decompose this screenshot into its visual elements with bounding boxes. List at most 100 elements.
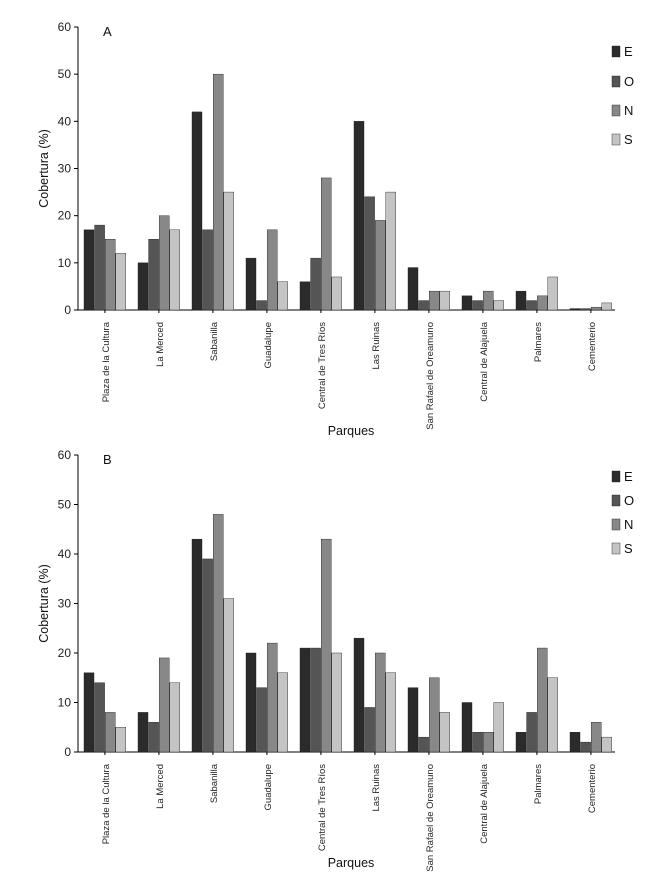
legend-label: E bbox=[624, 44, 633, 59]
bar-o bbox=[526, 300, 537, 311]
panel-label: A bbox=[103, 24, 112, 39]
bar-e bbox=[299, 281, 311, 311]
bar-s bbox=[601, 736, 612, 753]
bar-o bbox=[202, 229, 213, 311]
bar-s bbox=[169, 682, 181, 753]
y-tick-label: 0 bbox=[64, 745, 71, 759]
x-tick-label: Plaza de la Cultura bbox=[101, 321, 112, 402]
y-axis-label: Cobertura (%) bbox=[37, 564, 51, 643]
bar-e bbox=[461, 295, 473, 311]
x-tick-label: Central de Alajuela bbox=[479, 321, 490, 401]
bar-o bbox=[364, 196, 375, 311]
bar-s bbox=[331, 652, 342, 753]
bar-n bbox=[321, 177, 332, 311]
bar-e bbox=[83, 229, 95, 311]
x-tick-label: Sabanilla bbox=[209, 763, 220, 803]
bar-e bbox=[191, 111, 203, 311]
x-tick-label: La Merced bbox=[155, 322, 166, 367]
bar-s bbox=[385, 672, 396, 753]
y-tick-label: 10 bbox=[58, 256, 72, 270]
bar-e bbox=[83, 672, 95, 753]
x-tick-label: Cementerio bbox=[587, 764, 598, 813]
bar-o bbox=[256, 300, 267, 311]
bar-n bbox=[429, 290, 440, 311]
legend-swatch-s bbox=[611, 133, 621, 146]
bar-s bbox=[277, 281, 288, 311]
y-tick-label: 60 bbox=[58, 448, 72, 462]
bar-s bbox=[547, 677, 558, 753]
bar-e bbox=[137, 262, 149, 311]
bar-s bbox=[493, 702, 504, 753]
y-tick-label: 50 bbox=[58, 498, 72, 512]
bar-o bbox=[148, 722, 159, 753]
legend-label: O bbox=[624, 493, 634, 508]
legend-label: N bbox=[624, 103, 633, 118]
bar-n bbox=[537, 647, 548, 753]
chart-panel-B: 0 10 20 30 40 50 60 Cobertura (%) B Plaza de la C… bbox=[37, 448, 634, 872]
bar-n bbox=[104, 712, 116, 753]
x-tick-label: San Rafael de Oreamuno bbox=[425, 322, 436, 430]
bar-o bbox=[94, 682, 105, 753]
bar-s bbox=[493, 300, 504, 311]
x-axis-label: Parques bbox=[328, 856, 375, 870]
bar-n bbox=[375, 220, 386, 311]
x-tick-label: San Rafael de Oreamuno bbox=[425, 764, 436, 872]
legend-swatch-e bbox=[611, 45, 621, 58]
bar-n bbox=[267, 229, 278, 311]
legend-label: E bbox=[624, 469, 633, 484]
y-tick-label: 0 bbox=[64, 303, 71, 317]
bar-o bbox=[580, 308, 591, 311]
bar-o bbox=[580, 741, 591, 753]
x-tick-label: Cementerio bbox=[587, 322, 598, 371]
legend-swatch-n bbox=[611, 518, 621, 531]
bar-e bbox=[299, 647, 311, 753]
bar-e bbox=[137, 712, 149, 753]
legend-label: N bbox=[624, 517, 633, 532]
bar-n bbox=[104, 239, 116, 311]
x-tick-label: Guadalupe bbox=[263, 764, 274, 810]
bar-o bbox=[310, 257, 321, 311]
bar-n bbox=[591, 722, 602, 753]
legend-label: S bbox=[624, 541, 633, 556]
bar-n bbox=[267, 642, 278, 753]
x-tick-label: Las Ruinas bbox=[371, 322, 382, 370]
bar-e bbox=[569, 308, 581, 311]
chart-panel-A: 0 10 20 30 40 50 60 Cobertura (%) A Plaza de la C… bbox=[37, 20, 634, 438]
y-tick-label: 50 bbox=[58, 67, 72, 81]
bar-o bbox=[148, 239, 159, 311]
bar-e bbox=[245, 652, 257, 753]
y-tick-label: 40 bbox=[58, 547, 72, 561]
bar-e bbox=[515, 732, 527, 753]
bar-s bbox=[439, 290, 450, 311]
bar-e bbox=[407, 687, 419, 753]
bar-o bbox=[94, 224, 105, 311]
x-tick-label: La Merced bbox=[155, 764, 166, 809]
y-tick-label: 40 bbox=[58, 114, 72, 128]
legend-swatch-e bbox=[611, 470, 621, 483]
x-tick-label: Central de Tres Ríos bbox=[317, 322, 328, 409]
bar-n bbox=[212, 73, 224, 311]
legend-swatch-o bbox=[611, 494, 621, 507]
bar-n bbox=[483, 290, 494, 311]
bar-n bbox=[158, 215, 170, 311]
bar-e bbox=[461, 702, 473, 753]
y-tick-label: 30 bbox=[58, 162, 72, 176]
bar-e bbox=[407, 267, 419, 311]
bar-n bbox=[591, 306, 602, 311]
legend-label: O bbox=[624, 74, 634, 89]
bar-n bbox=[483, 732, 494, 753]
y-tick-label: 60 bbox=[58, 20, 72, 34]
bar-e bbox=[245, 257, 257, 311]
x-tick-label: Palmares bbox=[533, 764, 544, 804]
bar-n bbox=[321, 538, 332, 753]
x-tick-label: Sabanilla bbox=[209, 321, 220, 361]
bar-s bbox=[277, 672, 288, 753]
bar-s bbox=[601, 302, 612, 311]
bar-s bbox=[115, 253, 127, 311]
bar-s bbox=[223, 598, 235, 753]
y-axis-label: Cobertura (%) bbox=[37, 129, 51, 208]
bar-o bbox=[472, 300, 483, 311]
